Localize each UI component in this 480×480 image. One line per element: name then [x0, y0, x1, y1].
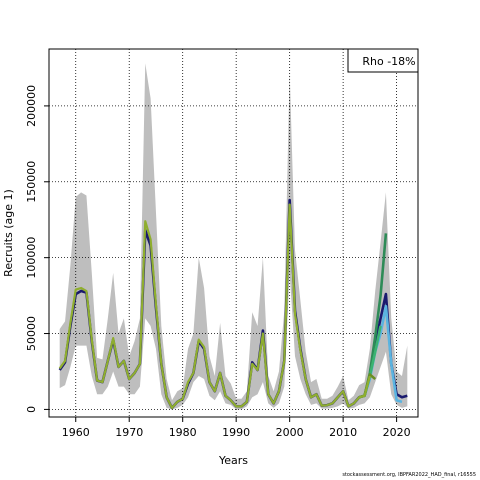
x-tick-label: 2000 — [276, 426, 304, 439]
confidence-band — [59, 63, 408, 410]
annotation-frame — [347, 48, 419, 73]
x-tick-label: 1970 — [115, 426, 143, 439]
x-tick-label: 2010 — [329, 426, 357, 439]
x-tick-label: 2020 — [383, 426, 411, 439]
confidence-band-layer — [59, 63, 408, 410]
x-tick-label: 1980 — [169, 426, 197, 439]
series-line — [58, 203, 371, 409]
grid-layer — [49, 49, 418, 417]
y-tick-label: 50000 — [25, 316, 38, 351]
plot-frame — [48, 48, 419, 418]
rho-annotation: Rho -18% — [362, 55, 415, 68]
annotation-box: Rho -18% — [347, 48, 419, 73]
y-axis-title: Recruits (age 1) — [2, 189, 15, 277]
x-axis: 1960 1970 1980 1990 2000 2010 2020 — [62, 417, 411, 439]
x-tick-label: 1990 — [222, 426, 250, 439]
y-tick-label: 150000 — [25, 161, 38, 203]
y-tick-label: 200000 — [25, 85, 38, 127]
footer-credit: stockassessment.org, IBPFAR2022_HAD_fina… — [342, 472, 476, 478]
y-tick-label: 100000 — [25, 237, 38, 279]
y-axis: 0 50000 100000 150000 200000 — [25, 85, 49, 413]
y-tick-label: 0 — [25, 406, 38, 413]
x-axis-title: Years — [218, 454, 248, 467]
x-tick-label: 1960 — [62, 426, 90, 439]
series-layer — [58, 198, 408, 410]
